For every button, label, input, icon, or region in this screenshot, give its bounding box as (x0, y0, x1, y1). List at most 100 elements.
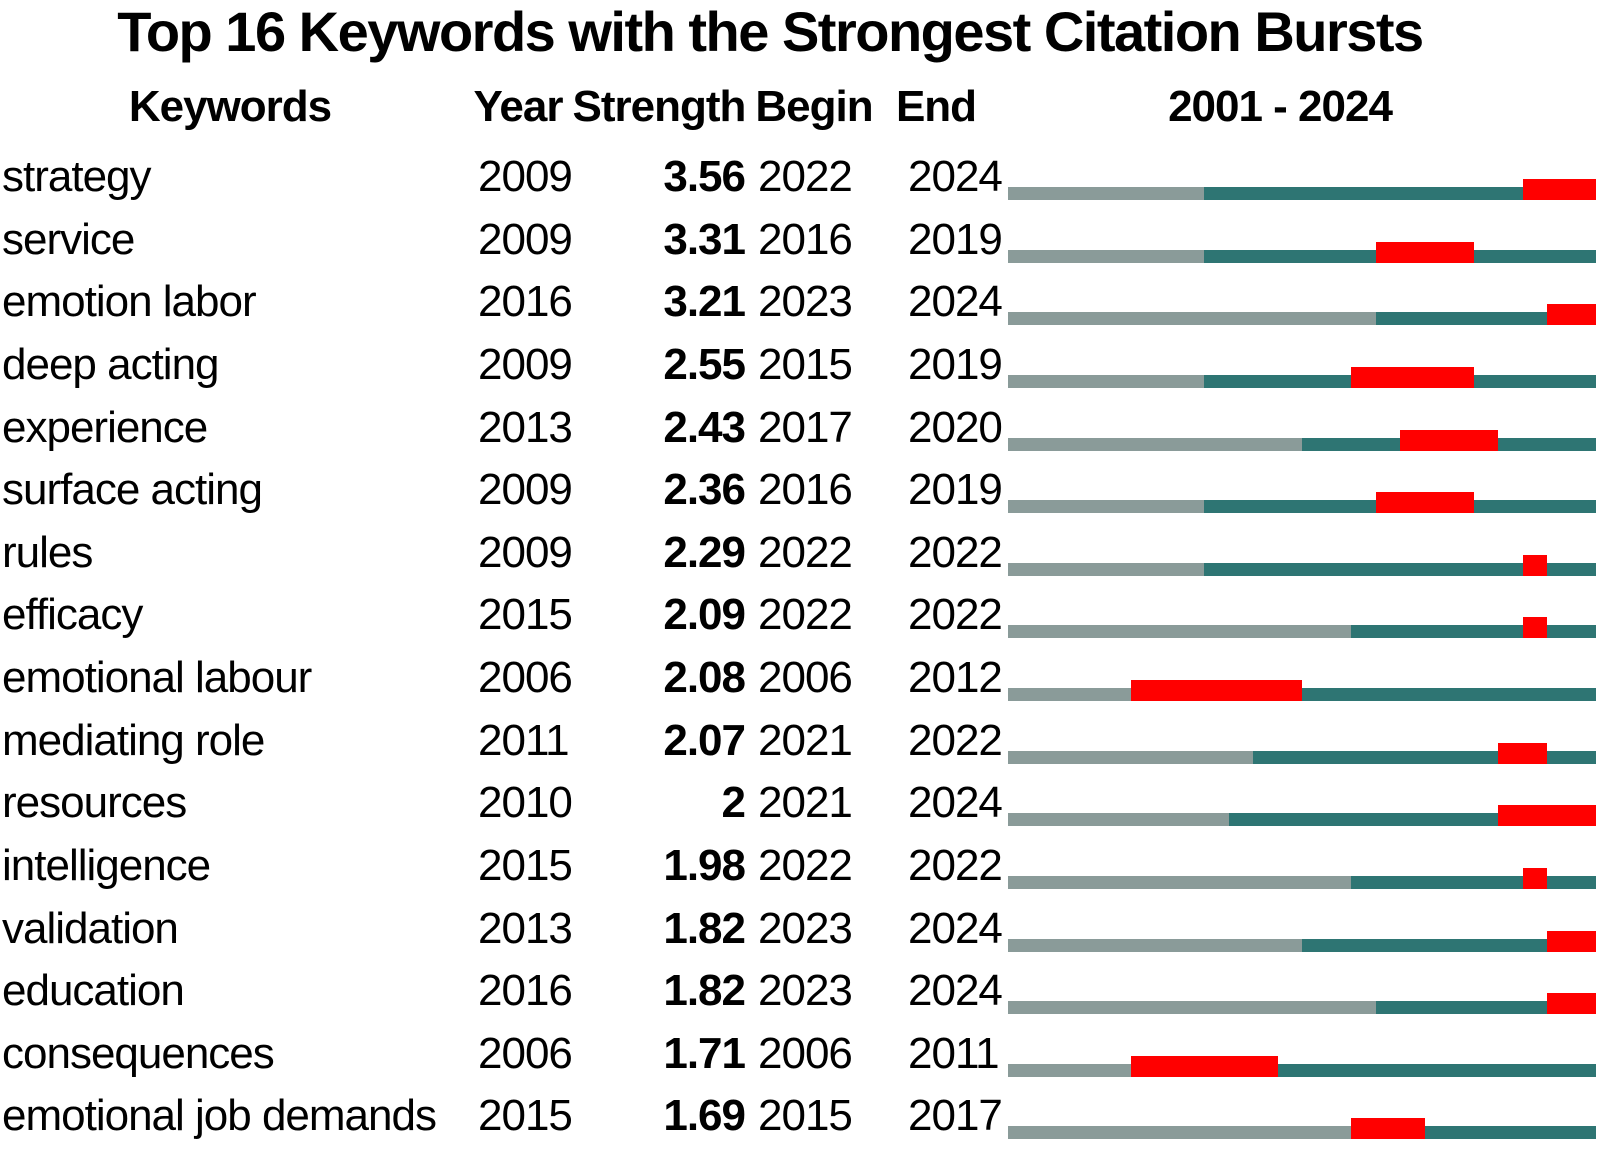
year-cell: 2006 (478, 653, 573, 702)
pre-period-segment (1008, 625, 1351, 639)
burst-segment (1547, 993, 1596, 1015)
table-row: consequences 2006 1.71 2006 2011 (0, 1027, 1600, 1090)
timeline-bar (1008, 241, 1596, 263)
end-cell: 2024 (908, 778, 1003, 828)
begin-cell: 2017 (758, 402, 853, 452)
keyword-cell: education (2, 966, 185, 1016)
burst-segment (1522, 617, 1547, 639)
keyword-cell: intelligence (2, 840, 211, 890)
chart-title: Top 16 Keywords with the Strongest Citat… (117, 0, 1424, 63)
table-row: mediating role 2011 2.07 2021 2022 (0, 714, 1600, 777)
begin-cell: 2006 (758, 653, 853, 702)
table-row: strategy 2009 3.56 2022 2024 (0, 150, 1600, 213)
burst-segment (1522, 554, 1547, 576)
active-period-segment (1351, 875, 1596, 889)
year-cell: 2015 (478, 1091, 573, 1141)
end-cell: 2022 (908, 527, 1003, 577)
table-row: efficacy 2015 2.09 2022 2022 (0, 588, 1600, 651)
end-cell: 2012 (908, 653, 1003, 702)
begin-cell: 2023 (758, 277, 853, 327)
strength-cell: 2.36 (663, 465, 746, 515)
strength-cell: 3.56 (663, 152, 746, 201)
strength-cell: 3.31 (663, 214, 746, 264)
strength-cell: 1.82 (663, 966, 746, 1016)
end-cell: 2022 (908, 590, 1003, 640)
begin-cell: 2022 (758, 152, 853, 201)
begin-cell: 2021 (758, 778, 853, 828)
burst-segment (1400, 429, 1498, 451)
end-cell: 2019 (908, 465, 1003, 515)
burst-segment (1351, 1118, 1425, 1140)
year-cell: 2006 (478, 1028, 573, 1078)
burst-segment (1547, 930, 1596, 952)
table-row: education 2016 1.82 2023 2024 (0, 964, 1600, 1027)
strength-cell: 2.09 (663, 590, 746, 640)
pre-period-segment (1008, 187, 1204, 200)
keyword-cell: efficacy (2, 590, 143, 640)
year-cell: 2016 (478, 966, 573, 1016)
pre-period-segment (1008, 813, 1229, 827)
column-header-year: Year (473, 82, 564, 131)
strength-cell: 2.08 (663, 653, 746, 702)
end-cell: 2024 (908, 277, 1003, 327)
strength-cell: 2 (721, 778, 746, 828)
end-cell: 2019 (908, 339, 1003, 389)
burst-segment (1375, 492, 1474, 514)
end-cell: 2019 (908, 214, 1003, 264)
strength-cell: 2.07 (663, 715, 746, 765)
column-header-timeline-range: 2001 - 2024 (1168, 82, 1393, 131)
timeline-bar (1008, 304, 1596, 326)
pre-period-segment (1008, 1126, 1351, 1140)
end-cell: 2022 (908, 715, 1003, 765)
burst-table: strategy 2009 3.56 2022 2024 service 200… (0, 150, 1600, 1152)
strength-cell: 1.69 (663, 1091, 746, 1141)
table-row: emotional labour 2006 2.08 2006 2012 (0, 651, 1600, 714)
pre-period-segment (1008, 750, 1253, 764)
timeline-bar (1008, 429, 1596, 451)
keyword-cell: emotional job demands (2, 1091, 437, 1141)
end-cell: 2020 (908, 402, 1003, 452)
burst-segment (1130, 1055, 1278, 1077)
table-row: service 2009 3.31 2016 2019 (0, 213, 1600, 276)
begin-cell: 2021 (758, 715, 853, 765)
keyword-cell: resources (2, 778, 187, 828)
burst-segment (1351, 366, 1474, 388)
pre-period-segment (1008, 437, 1302, 451)
burst-segment (1130, 680, 1302, 701)
year-cell: 2009 (478, 527, 573, 577)
table-row: deep acting 2009 2.55 2015 2019 (0, 338, 1600, 401)
begin-cell: 2022 (758, 590, 853, 640)
pre-period-segment (1008, 312, 1376, 326)
keyword-cell: deep acting (2, 339, 220, 389)
timeline-bar (1008, 492, 1596, 514)
timeline-bar (1008, 617, 1596, 639)
active-period-segment (1204, 562, 1596, 576)
burst-segment (1498, 742, 1547, 764)
strength-cell: 1.82 (663, 903, 746, 953)
timeline-bar (1008, 742, 1596, 764)
active-period-segment (1375, 312, 1596, 326)
table-row: experience 2013 2.43 2017 2020 (0, 401, 1600, 464)
year-cell: 2009 (478, 465, 573, 515)
active-period-segment (1375, 1001, 1596, 1015)
end-cell: 2024 (908, 903, 1003, 953)
keyword-cell: mediating role (2, 715, 265, 765)
keyword-cell: experience (2, 402, 208, 452)
begin-cell: 2015 (758, 339, 853, 389)
year-cell: 2013 (478, 402, 573, 452)
timeline-bar (1008, 805, 1596, 827)
keyword-cell: consequences (2, 1028, 275, 1078)
table-row: validation 2013 1.82 2023 2024 (0, 902, 1600, 965)
pre-period-segment (1008, 938, 1302, 952)
keyword-cell: surface acting (2, 465, 263, 515)
begin-cell: 2023 (758, 903, 853, 953)
strength-cell: 2.43 (663, 402, 746, 452)
end-cell: 2017 (908, 1091, 1003, 1141)
keyword-cell: service (2, 214, 135, 264)
strength-cell: 3.21 (663, 277, 746, 327)
end-cell: 2011 (908, 1028, 1000, 1078)
keyword-cell: rules (2, 527, 93, 577)
year-cell: 2015 (478, 840, 573, 890)
year-cell: 2011 (478, 715, 570, 765)
